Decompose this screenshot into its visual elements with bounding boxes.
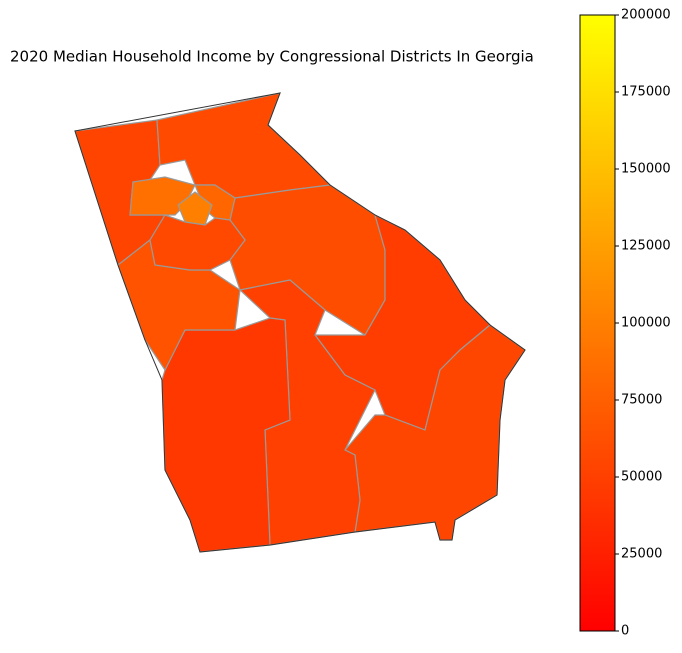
districts [74, 92, 526, 553]
district [177, 191, 213, 226]
colorbar-tick-label: 100000 [621, 316, 671, 331]
colorbar: 0 25000 50000 75000 100000 125000 150000 175000… [579, 8, 671, 639]
colorbar-tick-label: 25000 [621, 547, 662, 562]
colorbar-tick-label: 200000 [621, 8, 671, 23]
colorbar-tick-label: 75000 [621, 393, 662, 408]
colorbar-tick-label: 0 [621, 624, 629, 639]
colorbar-tick-label: 175000 [621, 85, 671, 100]
colorbar-tick-label: 150000 [621, 162, 671, 177]
colorbar-tick-label: 50000 [621, 470, 662, 485]
map-title: 2020 Median Household Income by Congress… [10, 48, 534, 66]
district [149, 214, 246, 271]
state-outline [74, 92, 526, 553]
colorbar-fill [579, 14, 616, 632]
colorbar-tick-label: 125000 [621, 239, 671, 254]
